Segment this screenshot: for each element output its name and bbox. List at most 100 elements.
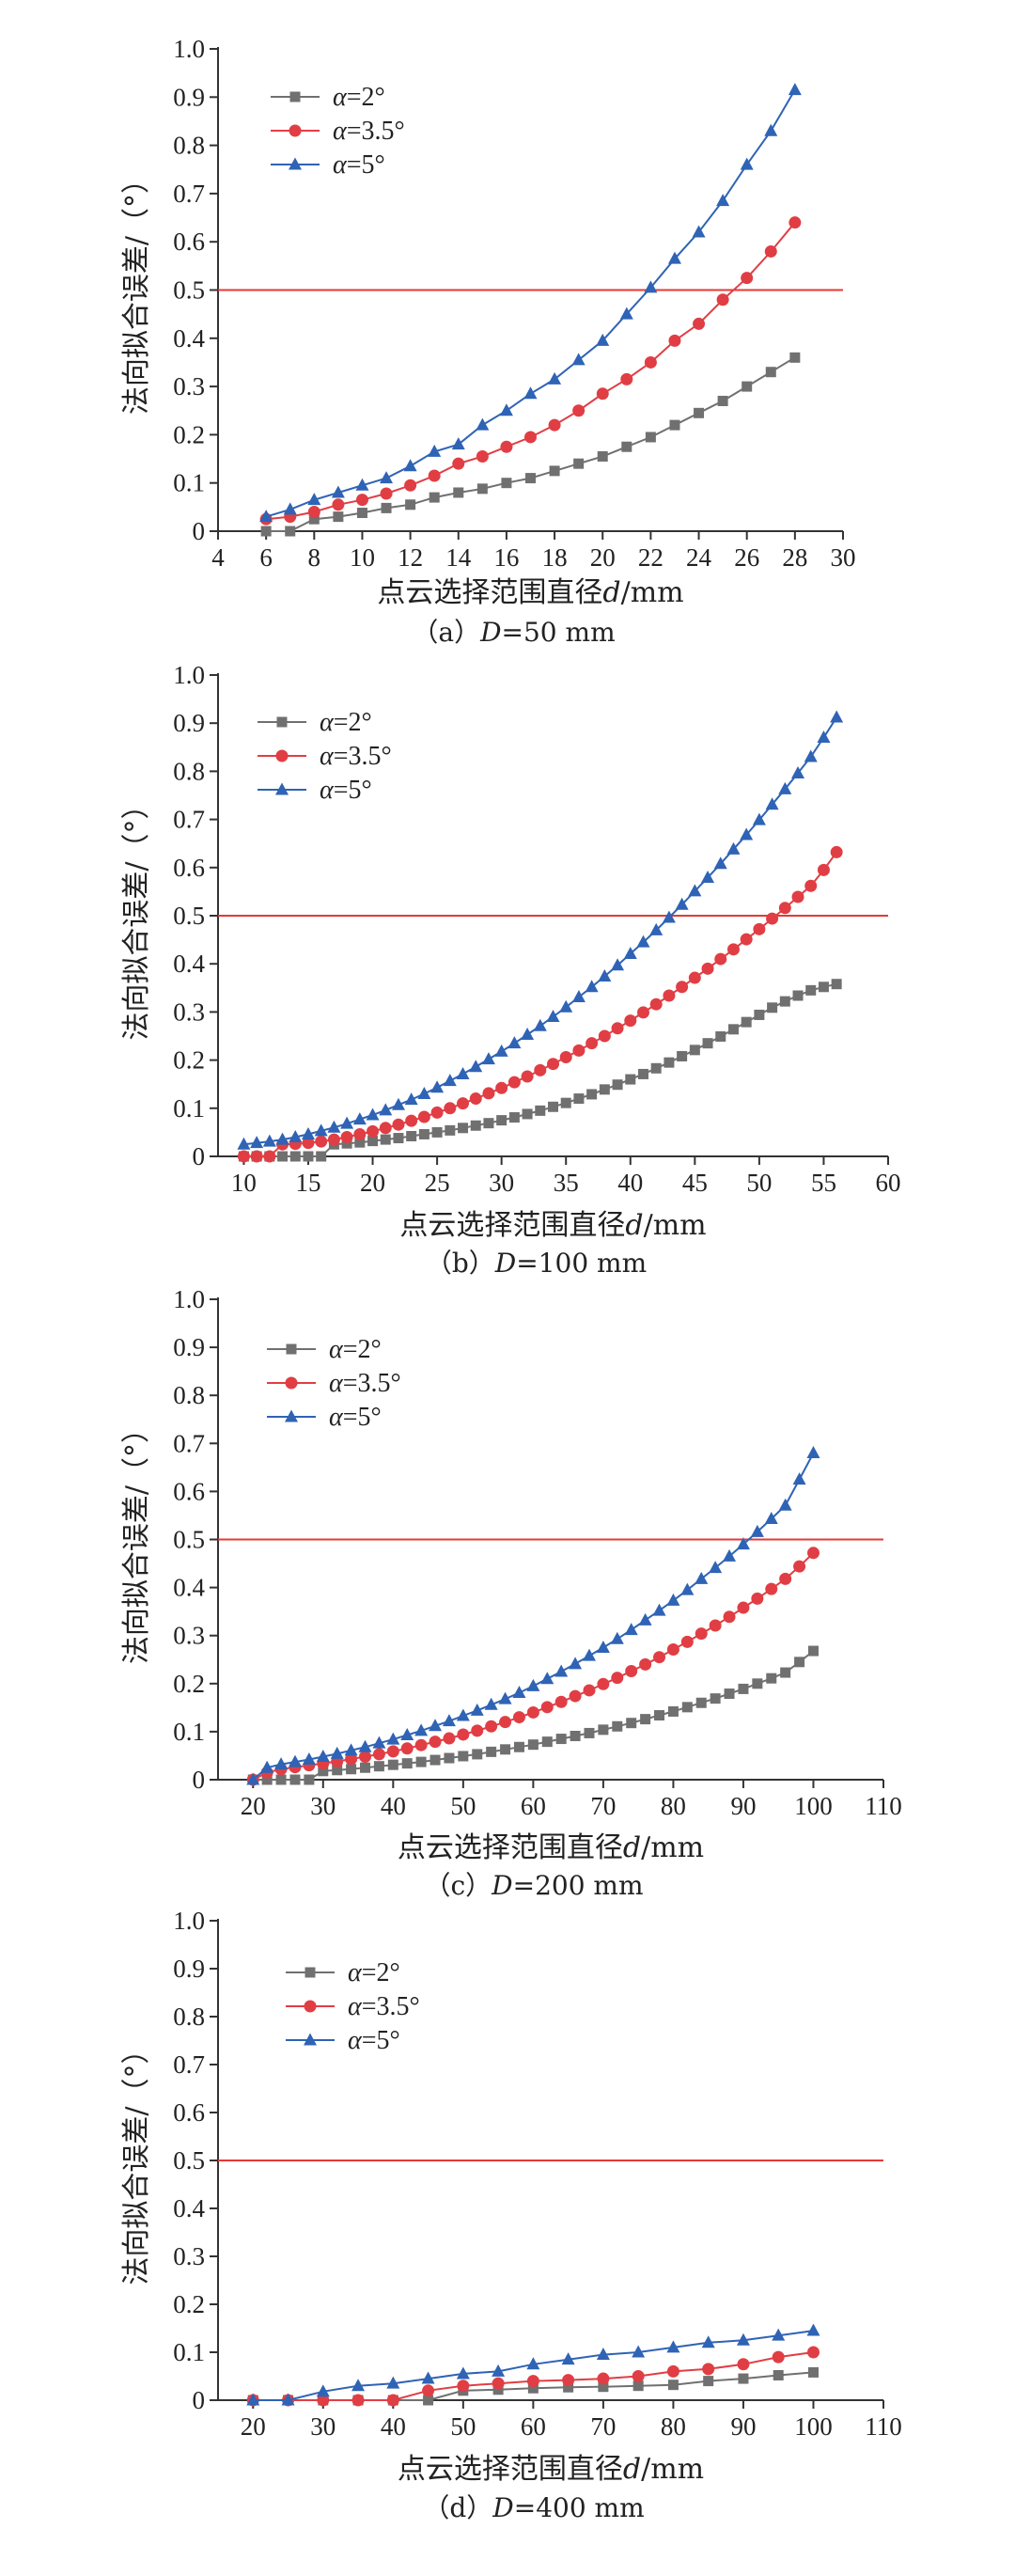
data-point	[277, 1151, 289, 1162]
data-point	[701, 871, 715, 884]
data-point	[496, 1115, 508, 1126]
data-point	[317, 2394, 330, 2407]
data-point	[675, 897, 689, 910]
data-point	[571, 990, 586, 1003]
data-point	[372, 1748, 385, 1761]
data-point	[723, 1610, 736, 1624]
triangle-marker	[304, 2033, 317, 2046]
data-point	[451, 437, 465, 450]
x-axis-title-unit: /mm	[641, 2453, 704, 2486]
data-point	[680, 1635, 694, 1648]
x-tick-label: 10	[231, 1169, 257, 1197]
data-point	[772, 2328, 786, 2341]
data-point	[715, 1031, 726, 1043]
data-point	[404, 479, 417, 492]
data-point	[521, 1027, 535, 1040]
data-point	[788, 83, 802, 96]
data-point	[667, 2380, 679, 2391]
data-point	[476, 449, 489, 463]
data-point	[314, 1123, 328, 1137]
data-point	[562, 2374, 575, 2387]
x-tick-label: 20	[241, 1792, 266, 1820]
x-tick-label: 110	[865, 2412, 902, 2441]
data-point	[527, 2382, 539, 2394]
data-point	[289, 1774, 301, 1785]
data-point	[688, 971, 701, 984]
data-point	[472, 1749, 483, 1760]
data-point	[417, 1110, 430, 1123]
y-tick-label: 0.4	[173, 950, 205, 978]
legend-value: =3.5°	[334, 742, 392, 771]
data-point	[654, 1710, 665, 1721]
data-point	[492, 2364, 506, 2377]
data-point	[429, 1736, 442, 1749]
legend-label: α=5°	[333, 150, 385, 180]
data-point	[508, 1036, 522, 1049]
legend-value: =3.5°	[343, 1369, 401, 1398]
data-point	[610, 1631, 624, 1644]
data-point	[623, 946, 637, 959]
caption-var: D	[494, 1248, 516, 1279]
x-tick-label: 30	[489, 1169, 514, 1197]
data-point	[702, 1038, 713, 1049]
y-tick-label: 0.3	[173, 372, 205, 401]
data-point	[779, 996, 790, 1007]
y-axis-title: 法向拟合误差/（°）	[120, 2035, 153, 2285]
data-point	[452, 457, 465, 470]
panel-caption: （a）D=50 mm	[412, 617, 615, 648]
data-point	[386, 1745, 399, 1758]
circle-marker	[275, 749, 289, 762]
legend-value: =5°	[343, 1403, 382, 1432]
data-point	[535, 1105, 546, 1116]
data-point	[458, 1751, 469, 1762]
y-tick-label: 0.6	[173, 2098, 205, 2127]
data-point	[649, 922, 664, 935]
data-point	[304, 1774, 315, 1785]
data-point	[598, 2381, 609, 2393]
data-point	[807, 2366, 819, 2378]
legend-label: α=5°	[329, 1403, 382, 1432]
chart-panel-3: 0 0.1 0.2 0.3 0.4 0.5 0.6 0.7 0.8 0.9 1.0 20 30 40 50 6…	[120, 1285, 902, 1901]
data-point	[250, 1150, 263, 1163]
data-point	[499, 1716, 512, 1729]
data-point	[508, 1076, 521, 1089]
data-point	[469, 1092, 482, 1106]
data-point	[573, 458, 585, 469]
data-point	[470, 1120, 481, 1131]
y-tick-label: 0.5	[173, 2146, 205, 2175]
data-point	[386, 2376, 400, 2389]
data-point	[327, 1120, 341, 1133]
data-point	[418, 1128, 429, 1139]
data-point	[765, 797, 779, 810]
data-point	[308, 513, 320, 525]
x-axis-title-var: d	[623, 2453, 641, 2486]
y-tick-label: 0	[193, 1142, 206, 1170]
data-point	[341, 1138, 352, 1149]
data-point	[713, 856, 727, 870]
data-point	[400, 1742, 414, 1755]
data-point	[750, 1524, 764, 1537]
data-point	[669, 419, 680, 431]
circle-marker	[285, 1376, 298, 1390]
data-point	[345, 1752, 358, 1766]
data-point	[692, 225, 706, 238]
circle-marker	[289, 124, 302, 137]
data-point	[794, 1657, 805, 1668]
data-point	[632, 2380, 644, 2392]
caption-index: （a）	[412, 617, 480, 648]
legend-symbol: α	[333, 83, 348, 112]
data-point	[751, 1592, 764, 1605]
x-tick-label: 12	[398, 543, 423, 572]
caption-value: =400 mm	[514, 2492, 645, 2523]
data-point	[275, 1774, 287, 1785]
data-point	[344, 1743, 358, 1756]
legend-symbol: α	[348, 2026, 363, 2055]
y-tick-label: 0.5	[173, 1526, 205, 1554]
data-point	[429, 492, 440, 503]
data-point	[301, 1126, 315, 1139]
x-tick-label: 30	[310, 2412, 336, 2441]
data-point	[793, 1560, 806, 1573]
caption-var: D	[491, 1870, 512, 1901]
data-point	[499, 403, 513, 416]
x-tick-label: 30	[831, 543, 856, 572]
